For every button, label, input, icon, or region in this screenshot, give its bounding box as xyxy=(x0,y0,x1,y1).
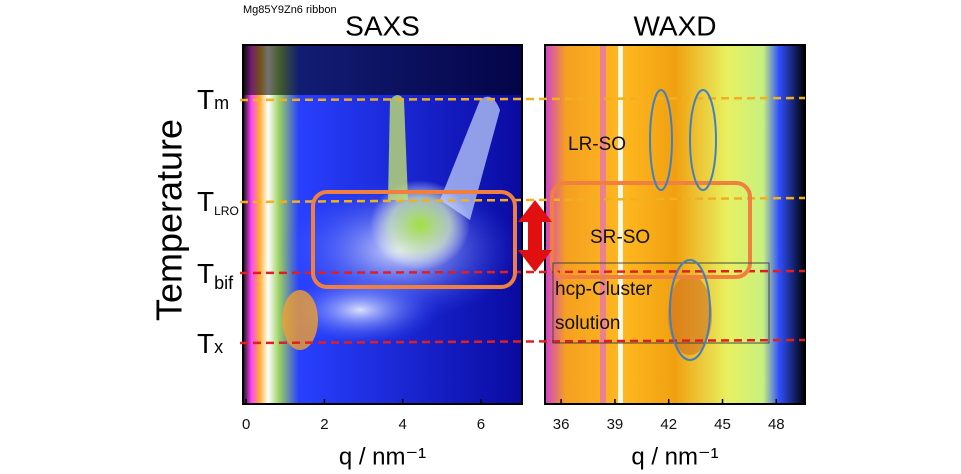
temperature-label: TLRO xyxy=(197,186,239,218)
x-tick-label: 48 xyxy=(768,416,785,433)
double-arrow xyxy=(518,200,552,272)
annotation: SR-SO xyxy=(590,227,650,248)
x-tick-label: 39 xyxy=(607,416,624,433)
cluster-box xyxy=(552,262,770,344)
temperature-sub: LRO xyxy=(214,204,239,218)
x-tick-label: 2 xyxy=(320,416,328,433)
panel-title: WAXD xyxy=(634,10,717,41)
ellipses xyxy=(649,89,717,361)
temperature-main: T xyxy=(197,328,214,359)
x-tick-label: 6 xyxy=(477,416,485,433)
x-axis-label: q / nm⁻¹ xyxy=(339,443,426,470)
x-tick-label: 4 xyxy=(398,416,406,433)
panel-title: SAXS xyxy=(345,10,420,41)
temperature-sub: m xyxy=(214,93,229,113)
temperature-sub: x xyxy=(214,337,223,357)
temperature-main: T xyxy=(197,186,214,217)
x-tick-label: 0 xyxy=(242,416,250,433)
waxd-frame xyxy=(544,44,806,405)
y-axis-label: Temperature xyxy=(149,119,190,321)
x-tick-label: 42 xyxy=(660,416,677,433)
temperature-label: Tx xyxy=(197,328,223,359)
saxs-map xyxy=(243,45,522,404)
temperature-main: T xyxy=(197,84,214,115)
region-boxes xyxy=(311,181,752,289)
x-tick-label: 45 xyxy=(714,416,731,433)
temperature-label: Tbif xyxy=(197,258,234,292)
temperature-sub: bif xyxy=(214,273,234,293)
figure-label: Mg85Y9Zn6 ribbon xyxy=(243,4,337,16)
x-tick-label: 36 xyxy=(553,416,570,433)
temperature-label: Tm xyxy=(197,84,229,115)
annotation: hcp-Cluster xyxy=(555,279,653,300)
waxd-map xyxy=(545,45,805,404)
x-axis-label: q / nm⁻¹ xyxy=(631,443,718,470)
annotation: solution xyxy=(555,313,621,334)
temperature-main: T xyxy=(197,258,214,289)
saxs-frame xyxy=(242,44,523,405)
annotation: LR-SO xyxy=(568,134,626,155)
